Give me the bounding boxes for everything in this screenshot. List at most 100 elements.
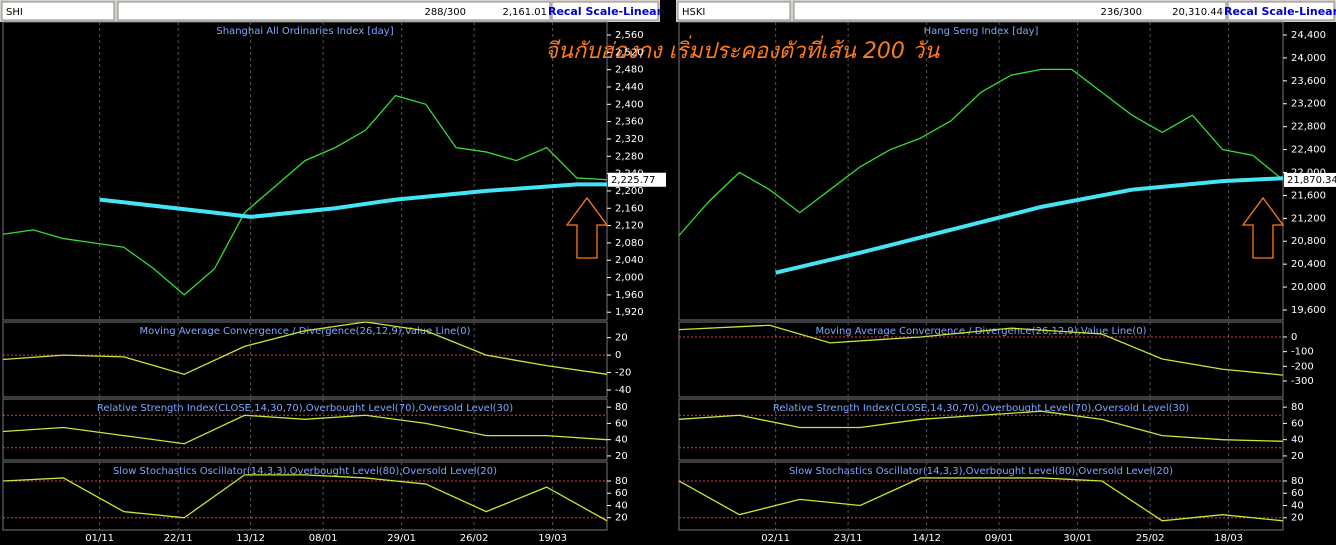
x-tick-label: 08/01 [309, 533, 338, 544]
y-tick-label: 20 [615, 451, 628, 462]
x-tick-label: 25/02 [1136, 533, 1165, 544]
recal-button[interactable] [551, 1, 659, 21]
y-tick-label: 20 [615, 333, 628, 344]
y-tick-label: 21,200 [1291, 213, 1326, 224]
series-line [775, 176, 1284, 275]
y-tick-label: 80 [615, 476, 628, 487]
y-tick-label: 20,800 [1291, 236, 1326, 247]
x-tick-label: 09/01 [985, 533, 1014, 544]
y-tick-label: 23,200 [1291, 99, 1326, 110]
y-tick-label: -300 [1291, 376, 1314, 387]
recal-button[interactable] [1227, 1, 1335, 21]
price-label: 21,870.34 [1287, 175, 1336, 186]
annotation: จีนกับฮ่องกง เริ่มประคองตัวที่เส้น 200 ว… [545, 35, 940, 64]
y-tick-label: 2,080 [615, 238, 644, 249]
y-tick-label: 40 [615, 435, 628, 446]
series-line [678, 324, 1284, 376]
y-tick-label: 2,400 [615, 99, 644, 110]
y-tick-label: 21,600 [1291, 190, 1326, 201]
info-box [793, 1, 1227, 21]
y-tick-label: 2,120 [615, 221, 644, 232]
bar-count: 288/300 [424, 7, 466, 18]
y-tick-label: 60 [615, 418, 628, 429]
y-tick-label: 20 [615, 513, 628, 524]
y-tick-label: 2,200 [615, 186, 644, 197]
plot-frame [678, 398, 1284, 461]
y-tick-label: 20 [1291, 451, 1304, 462]
y-tick-label: 23,600 [1291, 76, 1326, 87]
x-tick-label: 26/02 [460, 533, 489, 544]
last-price: 20,310.44 [1172, 7, 1223, 18]
y-tick-label: 1,960 [615, 290, 644, 301]
y-tick-label: 2,040 [615, 255, 644, 266]
symbol-box[interactable] [677, 1, 791, 21]
y-tick-label: 40 [1291, 435, 1304, 446]
series-line [678, 477, 1284, 522]
bar-count: 236/300 [1100, 7, 1142, 18]
y-tick-label: 2,360 [615, 117, 644, 128]
y-tick-label: -100 [1291, 347, 1314, 358]
y-tick-label: -20 [615, 368, 631, 379]
series-line [678, 68, 1284, 236]
arrow [565, 196, 609, 259]
last-price: 2,161.01 [502, 7, 547, 18]
y-tick-label: 2,280 [615, 151, 644, 162]
y-tick-label: 20 [1291, 513, 1304, 524]
y-tick-label: 2,160 [615, 203, 644, 214]
panel-title: Moving Average Convergence / Divergence(… [140, 326, 471, 337]
y-tick-label: 22,800 [1291, 122, 1326, 133]
y-tick-label: -200 [1291, 361, 1314, 372]
y-tick-label: 24,000 [1291, 53, 1326, 64]
y-tick-label: 40 [1291, 500, 1304, 511]
plot-frame [2, 461, 608, 531]
series-line [2, 474, 608, 522]
x-tick-label: 13/12 [236, 533, 265, 544]
panel-title: Relative Strength Index(CLOSE,14,30,70),… [97, 403, 513, 414]
symbol: SHI [6, 7, 23, 18]
panel-title: Hang Seng Index [day] [924, 26, 1039, 37]
price-label: 2,225.77 [611, 175, 656, 186]
y-tick-label: 2,000 [615, 273, 644, 284]
y-tick-label: 60 [1291, 418, 1304, 429]
info-box [117, 1, 551, 21]
series-line [99, 182, 607, 219]
panel-title: Shanghai All Ordinaries Index [day] [216, 26, 393, 37]
series-line [678, 410, 1284, 442]
panel-title: Relative Strength Index(CLOSE,14,30,70),… [773, 403, 1189, 414]
y-tick-label: -40 [615, 385, 631, 396]
recal-label: Recal Scale-Linear [1224, 5, 1336, 18]
plot-frame [678, 461, 1284, 531]
x-tick-label: 01/11 [85, 533, 114, 544]
symbol: HSKI [682, 7, 705, 18]
y-tick-label: 19,600 [1291, 305, 1326, 316]
x-tick-label: 22/11 [164, 533, 193, 544]
x-tick-label: 23/11 [834, 533, 863, 544]
x-tick-label: 30/01 [1063, 533, 1092, 544]
x-tick-label: 02/11 [761, 533, 790, 544]
x-tick-label: 14/12 [912, 533, 941, 544]
y-tick-label: 2,560 [615, 30, 644, 41]
y-tick-label: 2,440 [615, 82, 644, 93]
y-tick-label: 80 [1291, 402, 1304, 413]
x-tick-label: 29/01 [387, 533, 416, 544]
y-tick-label: 2,480 [615, 65, 644, 76]
y-tick-label: 0 [1291, 332, 1297, 343]
recal-label: Recal Scale-Linear [548, 5, 663, 18]
y-tick-label: 60 [1291, 488, 1304, 499]
y-tick-label: 20,000 [1291, 282, 1326, 293]
y-tick-label: 60 [615, 488, 628, 499]
plot-frame [678, 321, 1284, 398]
x-tick-label: 18/03 [1214, 533, 1243, 544]
price-label-box [1284, 172, 1336, 187]
y-tick-label: 0 [615, 350, 621, 361]
y-tick-label: 2,320 [615, 134, 644, 145]
series-line [2, 94, 608, 296]
panel-title: Slow Stochastics Oscillator(14,3,3),Over… [113, 466, 497, 477]
y-tick-label: 80 [1291, 476, 1304, 487]
y-tick-label: 2,520 [615, 47, 644, 58]
plot-frame [2, 398, 608, 461]
symbol-box[interactable] [1, 1, 115, 21]
plot-frame [2, 21, 608, 321]
